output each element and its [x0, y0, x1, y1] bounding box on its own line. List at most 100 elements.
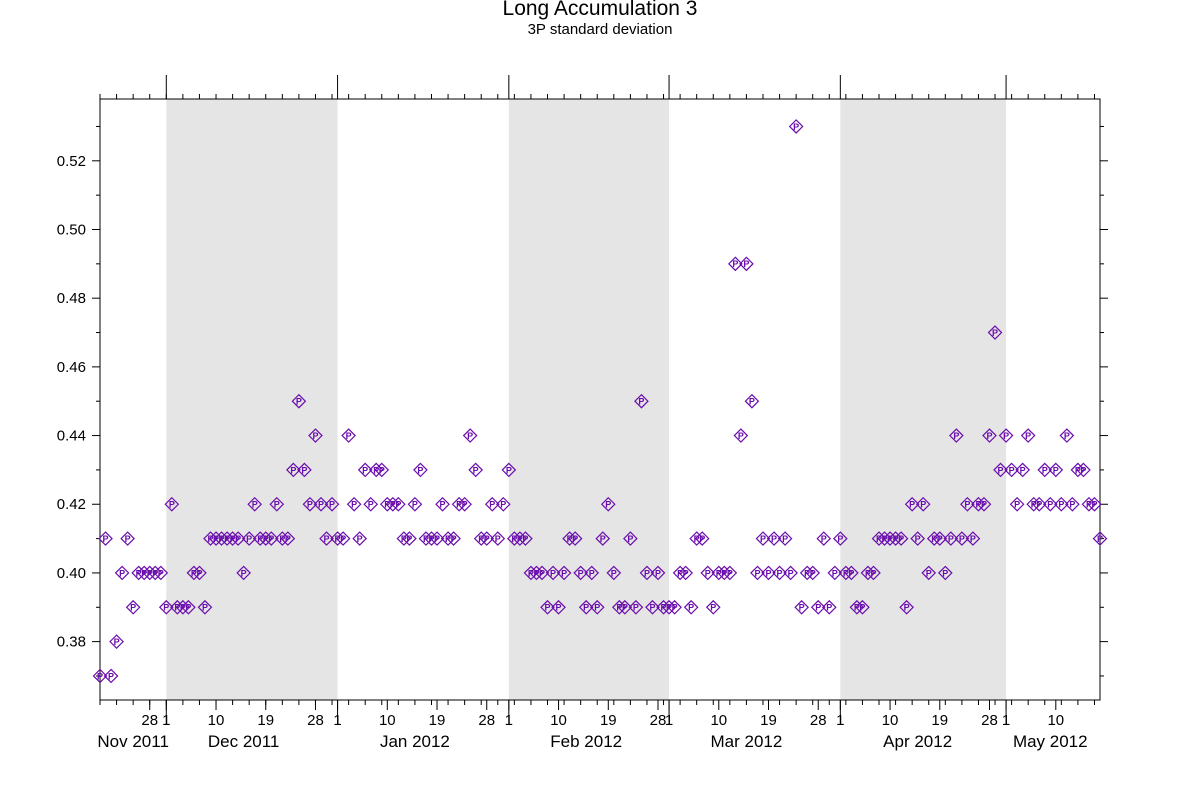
- x-day-label: 10: [882, 712, 899, 729]
- data-point-label: P: [125, 534, 131, 544]
- data-point-label: P: [417, 465, 423, 475]
- data-point-diamond: [418, 531, 434, 546]
- data-point: P: [545, 565, 561, 581]
- data-point-diamond: [484, 496, 500, 512]
- data-point: P: [976, 496, 992, 512]
- x-day-label: 1: [665, 712, 673, 729]
- x-day-label: 19: [760, 712, 777, 729]
- data-point-diamond: [374, 462, 390, 478]
- data-point: P: [623, 531, 638, 546]
- data-point: P: [606, 565, 622, 581]
- data-point: P: [313, 496, 329, 512]
- data-point: P: [634, 393, 649, 409]
- data-point-diamond: [136, 565, 152, 581]
- data-point-diamond: [915, 496, 931, 512]
- data-point-diamond: [230, 531, 246, 546]
- data-point-diamond: [716, 565, 732, 581]
- data-point-label: P: [749, 397, 755, 407]
- data-point: P: [1037, 462, 1053, 478]
- data-point-label: P: [705, 568, 711, 578]
- data-point-diamond: [611, 599, 627, 615]
- data-point: P: [462, 428, 478, 443]
- data-point-diamond: [120, 531, 135, 546]
- data-point: P: [269, 496, 285, 512]
- data-point-diamond: [794, 599, 810, 615]
- data-point-diamond: [899, 599, 914, 615]
- data-point-diamond: [512, 531, 528, 546]
- data-point-diamond: [413, 462, 428, 478]
- data-point-diamond: [750, 565, 765, 581]
- data-point-diamond: [882, 531, 898, 546]
- data-point-diamond: [175, 599, 191, 615]
- data-point: P: [855, 599, 870, 615]
- data-point-diamond: [241, 531, 257, 546]
- data-point-diamond: [1087, 496, 1102, 512]
- x-day-label: 28: [981, 712, 998, 729]
- data-point-diamond: [390, 496, 406, 512]
- data-point-label: P: [589, 568, 595, 578]
- data-point-label: P: [185, 603, 191, 613]
- data-point-label: P: [1042, 465, 1048, 475]
- data-point: P: [678, 565, 693, 581]
- y-tick-label: 0.42: [57, 496, 86, 513]
- data-point: P: [120, 531, 135, 546]
- data-point-label: P: [859, 603, 865, 613]
- data-point-diamond: [501, 462, 517, 478]
- data-point-label: P: [771, 534, 777, 544]
- data-point-label: P: [572, 534, 578, 544]
- data-point-label: P: [649, 603, 655, 613]
- x-day-label: 28: [478, 712, 495, 729]
- data-point-label: P: [158, 568, 164, 578]
- data-point: P: [1004, 462, 1019, 478]
- x-day-label: 10: [550, 712, 567, 729]
- data-point-diamond: [208, 531, 224, 546]
- data-point-diamond: [324, 496, 340, 512]
- data-point-label: P: [727, 568, 733, 578]
- data-point-diamond: [1015, 462, 1031, 478]
- data-point-label: P: [870, 568, 876, 578]
- y-tick-label: 0.48: [57, 290, 86, 307]
- data-point: P: [899, 599, 914, 615]
- data-point: P: [949, 428, 964, 443]
- data-point-diamond: [943, 531, 959, 546]
- data-point-label: P: [412, 500, 418, 510]
- data-point-diamond: [722, 565, 738, 581]
- data-point: P: [943, 531, 959, 546]
- data-point: P: [518, 531, 533, 546]
- data-point: P: [821, 599, 837, 615]
- data-point: P: [158, 599, 174, 615]
- data-point: P: [308, 428, 323, 443]
- data-point-diamond: [468, 462, 484, 478]
- data-point-diamond: [976, 496, 992, 512]
- x-day-label: 10: [1047, 712, 1064, 729]
- data-point-label: P: [788, 568, 794, 578]
- data-point-diamond: [971, 496, 986, 512]
- data-point-label: P: [1097, 534, 1103, 544]
- data-point: P: [1031, 496, 1047, 512]
- data-point-diamond: [777, 531, 793, 546]
- data-point-diamond: [1037, 462, 1053, 478]
- data-point-diamond: [274, 531, 290, 546]
- data-point: P: [98, 531, 113, 546]
- data-point-diamond: [810, 599, 826, 615]
- data-point: P: [374, 462, 390, 478]
- data-point-diamond: [926, 531, 942, 546]
- data-point-diamond: [755, 531, 771, 546]
- data-point-diamond: [573, 565, 589, 581]
- data-point: P: [1042, 496, 1058, 512]
- data-point-label: P: [324, 534, 330, 544]
- data-point-diamond: [871, 531, 887, 546]
- data-point: P: [402, 531, 417, 546]
- data-point-diamond: [667, 599, 682, 615]
- data-point-diamond: [805, 565, 821, 581]
- data-point-diamond: [352, 531, 368, 546]
- data-point-diamond: [954, 531, 970, 546]
- data-point-diamond: [103, 668, 119, 684]
- data-point-diamond: [181, 599, 196, 615]
- data-point-label: P: [688, 603, 694, 613]
- data-point-diamond: [844, 565, 859, 581]
- data-point: P: [589, 599, 605, 615]
- data-point-label: P: [1003, 431, 1009, 441]
- data-point-label: P: [837, 534, 843, 544]
